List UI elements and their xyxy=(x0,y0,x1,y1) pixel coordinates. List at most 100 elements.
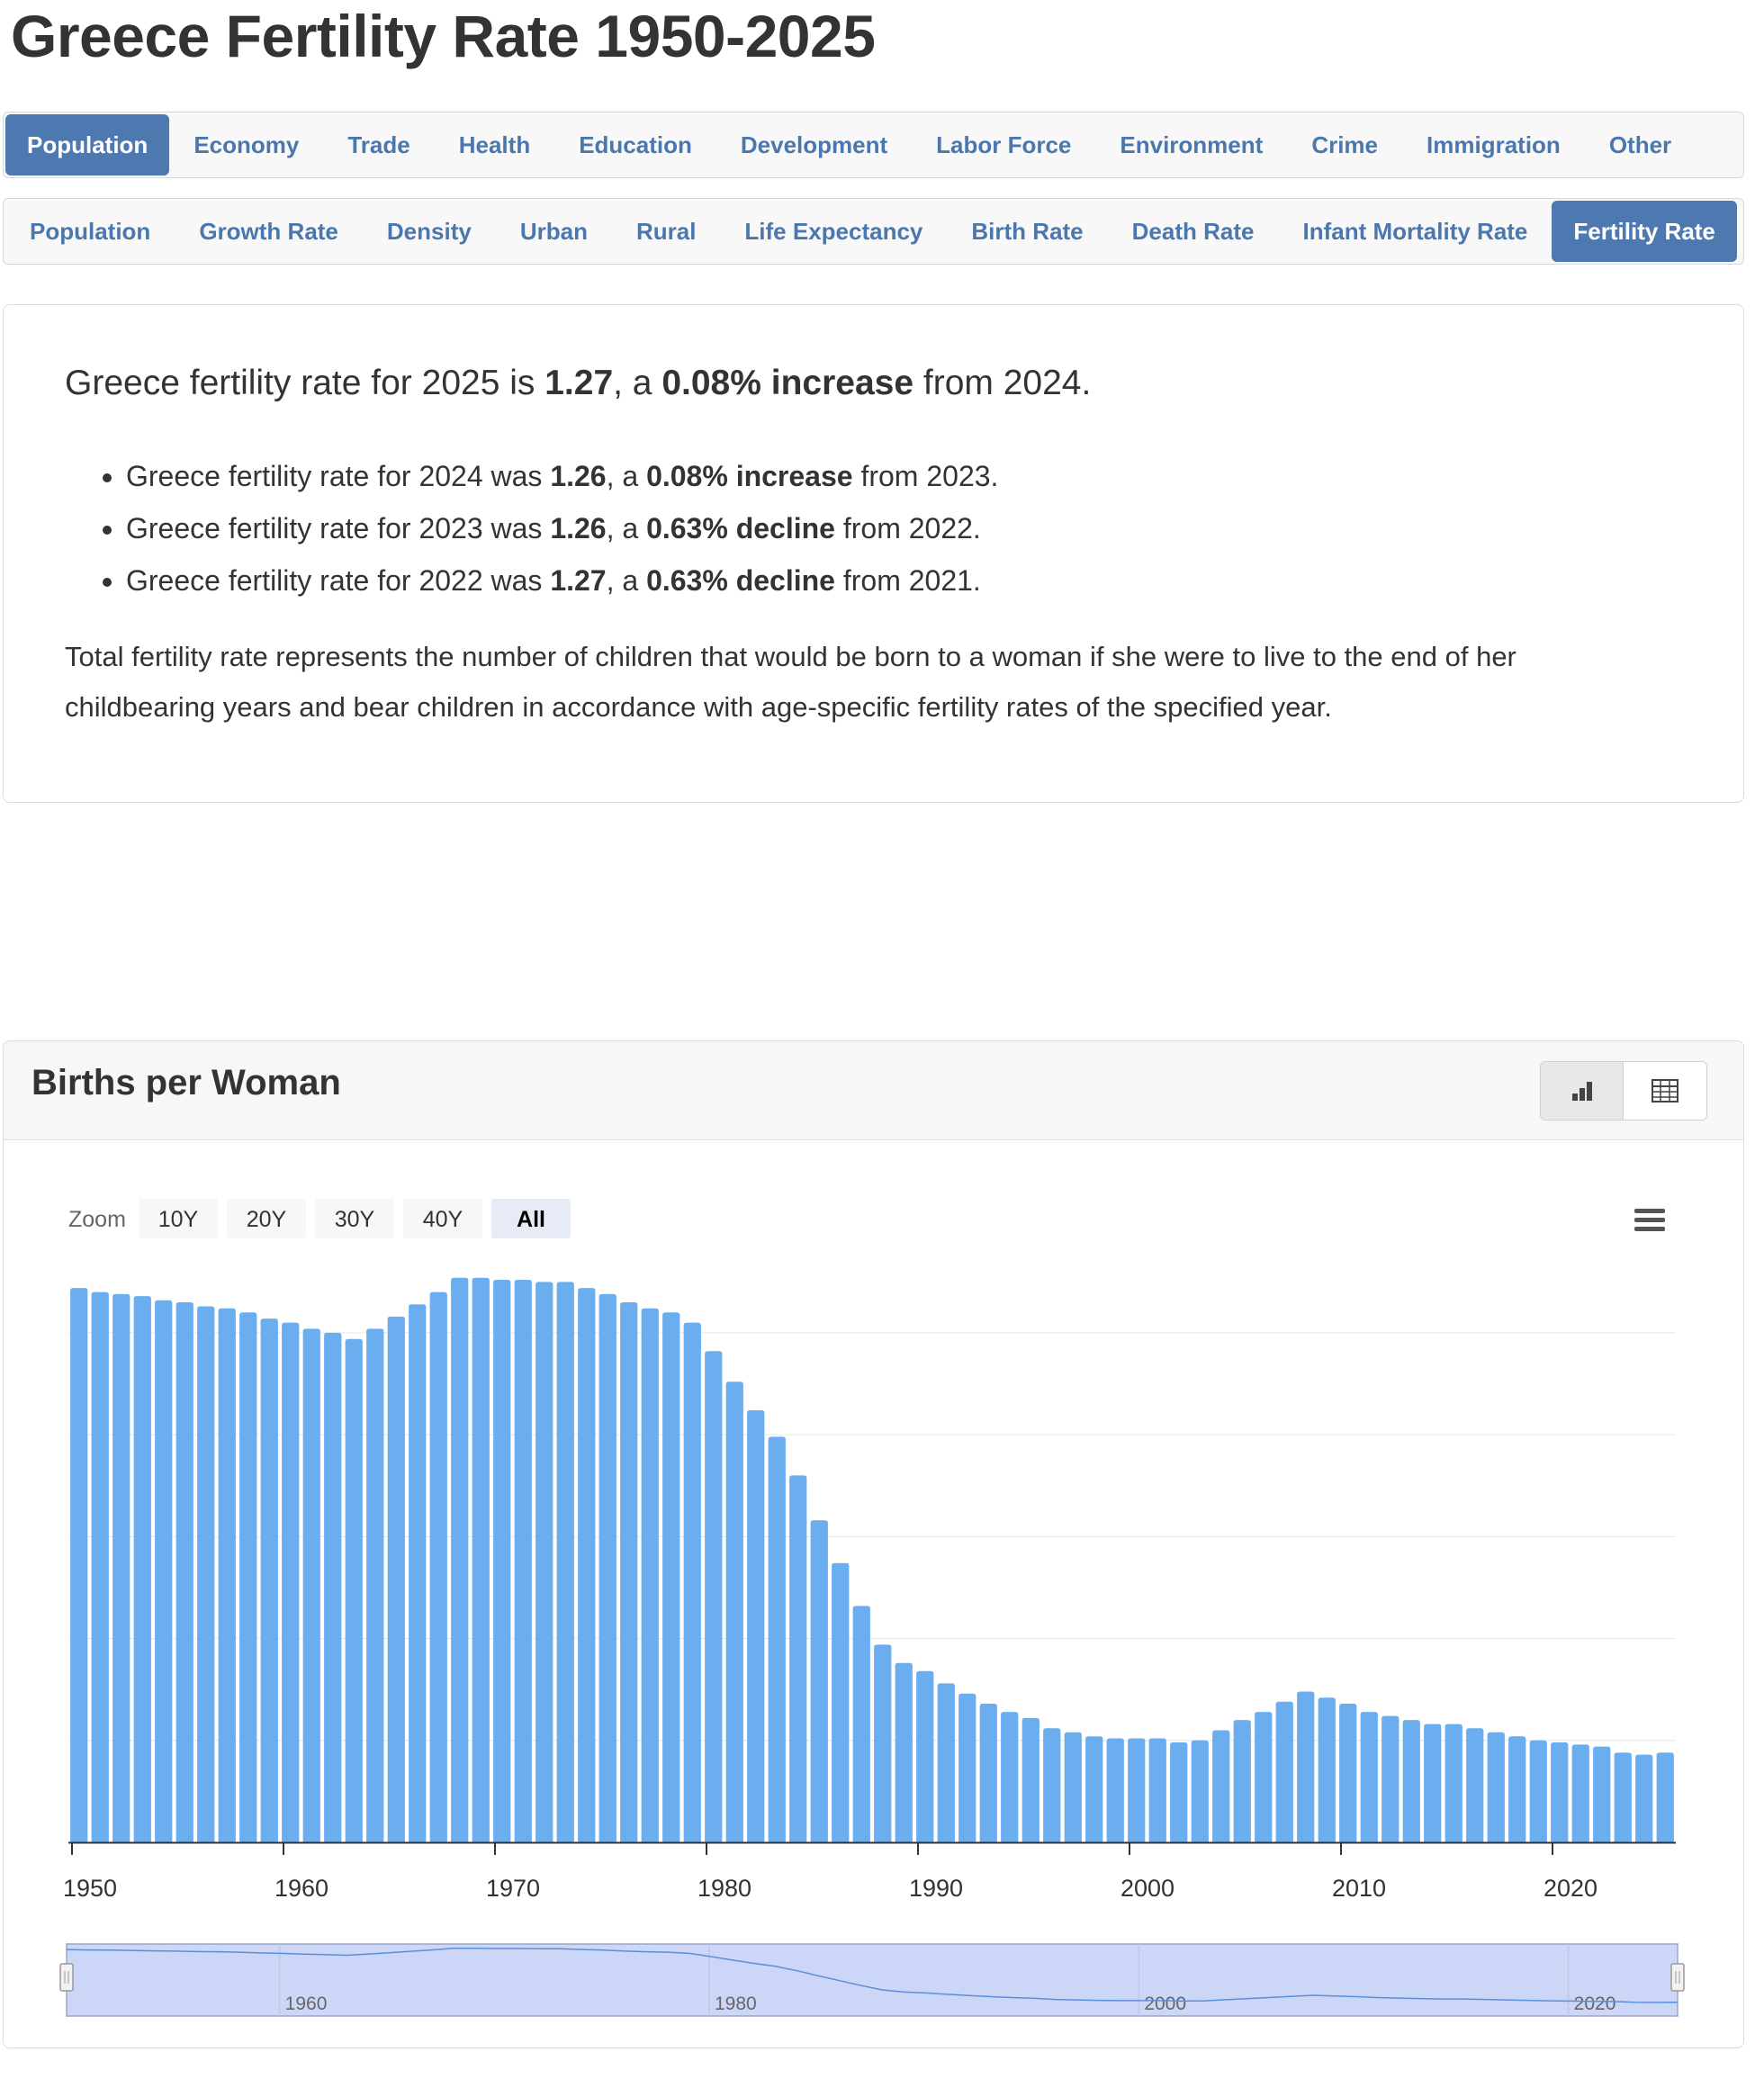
bar-2021[interactable] xyxy=(1571,1744,1589,1842)
bar-1980[interactable] xyxy=(705,1351,723,1842)
bar-1994[interactable] xyxy=(1001,1712,1019,1842)
subnav-tab-rural[interactable]: Rural xyxy=(635,217,697,245)
bar-2001[interactable] xyxy=(1148,1738,1166,1842)
navigator-range[interactable] xyxy=(66,1943,1678,2017)
chart-view-button[interactable] xyxy=(1541,1062,1624,1120)
zoom-20y-button[interactable] xyxy=(227,1199,306,1238)
bar-1979[interactable] xyxy=(683,1322,701,1842)
bar-2017[interactable] xyxy=(1487,1732,1505,1842)
subnav-tab-growth-rate[interactable]: Growth Rate xyxy=(199,217,338,245)
bar-2007[interactable] xyxy=(1275,1701,1293,1842)
bar-2002[interactable] xyxy=(1170,1742,1188,1842)
nav-tab-development[interactable]: Development xyxy=(740,130,888,158)
bar-1963[interactable] xyxy=(345,1338,363,1842)
bar-1954[interactable] xyxy=(155,1300,173,1842)
bar-1983[interactable] xyxy=(768,1436,786,1842)
zoom-10y-label[interactable]: 10Y xyxy=(158,1207,199,1232)
bar-1987[interactable] xyxy=(852,1606,870,1842)
bar-1991[interactable] xyxy=(937,1683,955,1842)
zoom-all-button[interactable] xyxy=(491,1199,571,1238)
nav-tab-population[interactable]: Population xyxy=(5,114,170,176)
nav-tab-other[interactable]: Other xyxy=(1608,130,1672,158)
bar-1984[interactable] xyxy=(789,1475,807,1842)
zoom-30y-button[interactable] xyxy=(315,1199,394,1238)
bar-1992[interactable] xyxy=(958,1693,976,1842)
nav-tab-immigration[interactable]: Immigration xyxy=(1426,130,1561,158)
bar-1960[interactable] xyxy=(282,1322,300,1842)
nav-tab-trade[interactable]: Trade xyxy=(347,130,410,158)
bar-1974[interactable] xyxy=(578,1288,596,1842)
nav-tab-health[interactable]: Health xyxy=(458,130,531,158)
navigator-left-handle[interactable] xyxy=(59,1963,74,1992)
bar-1990[interactable] xyxy=(916,1670,934,1842)
bar-1970[interactable] xyxy=(493,1280,511,1842)
table-view-button[interactable] xyxy=(1624,1062,1706,1120)
bar-2010[interactable] xyxy=(1339,1704,1357,1842)
subnav-tab-death-rate[interactable]: Death Rate xyxy=(1131,217,1255,245)
subnav-tab-infant-mortality-rate[interactable]: Infant Mortality Rate xyxy=(1302,217,1528,245)
bar-1958[interactable] xyxy=(239,1312,257,1842)
bar-1955[interactable] xyxy=(176,1301,194,1842)
nav-tab-labor-force[interactable]: Labor Force xyxy=(936,130,1072,158)
bar-2004[interactable] xyxy=(1212,1730,1230,1842)
bar-2009[interactable] xyxy=(1318,1697,1336,1842)
bar-1996[interactable] xyxy=(1043,1728,1061,1842)
bar-1956[interactable] xyxy=(197,1306,215,1842)
bar-1978[interactable] xyxy=(662,1312,680,1842)
bar-1951[interactable] xyxy=(91,1292,109,1842)
zoom-40y-label[interactable]: 40Y xyxy=(423,1207,464,1232)
bar-2014[interactable] xyxy=(1424,1724,1442,1842)
subnav-tab-life-expectancy[interactable]: Life Expectancy xyxy=(744,217,923,245)
bar-1972[interactable] xyxy=(536,1282,554,1842)
bar-1953[interactable] xyxy=(133,1296,151,1842)
bar-2005[interactable] xyxy=(1233,1720,1251,1842)
bar-1952[interactable] xyxy=(112,1293,130,1842)
bar-2013[interactable] xyxy=(1402,1720,1420,1842)
bar-1982[interactable] xyxy=(747,1409,765,1842)
subnav-tab-density[interactable]: Density xyxy=(386,217,472,245)
bar-1995[interactable] xyxy=(1022,1717,1040,1842)
bar-1966[interactable] xyxy=(409,1304,427,1842)
bar-1964[interactable] xyxy=(366,1328,384,1842)
subnav-tab-birth-rate[interactable]: Birth Rate xyxy=(971,217,1084,245)
bar-1971[interactable] xyxy=(514,1280,532,1842)
bar-1976[interactable] xyxy=(620,1301,638,1842)
nav-tab-environment[interactable]: Environment xyxy=(1120,130,1264,158)
bar-1986[interactable] xyxy=(832,1562,850,1842)
bar-2020[interactable] xyxy=(1551,1742,1569,1842)
bar-1993[interactable] xyxy=(979,1704,997,1842)
bar-2000[interactable] xyxy=(1128,1738,1146,1842)
zoom-10y-button[interactable] xyxy=(139,1199,218,1238)
navigator-right-handle[interactable] xyxy=(1670,1963,1685,1992)
subnav-tab-fertility-rate[interactable]: Fertility Rate xyxy=(1552,201,1737,262)
bar-1968[interactable] xyxy=(451,1277,469,1842)
bar-1985[interactable] xyxy=(810,1520,828,1842)
nav-tab-education[interactable]: Education xyxy=(579,130,692,158)
nav-tab-crime[interactable]: Crime xyxy=(1311,130,1379,158)
bar-2016[interactable] xyxy=(1466,1728,1484,1842)
hamburger-menu-icon[interactable] xyxy=(1634,1218,1665,1222)
bar-1965[interactable] xyxy=(387,1316,405,1842)
bar-1967[interactable] xyxy=(429,1292,447,1842)
bar-2022[interactable] xyxy=(1593,1746,1611,1842)
bar-1988[interactable] xyxy=(874,1644,892,1842)
nav-tab-economy[interactable]: Economy xyxy=(194,130,300,158)
zoom-40y-button[interactable] xyxy=(403,1199,482,1238)
bar-1973[interactable] xyxy=(556,1282,574,1842)
bar-1975[interactable] xyxy=(598,1293,616,1842)
hamburger-menu-icon[interactable] xyxy=(1634,1209,1665,1213)
zoom-20y-label[interactable]: 20Y xyxy=(247,1207,287,1232)
bar-2008[interactable] xyxy=(1297,1691,1315,1842)
bar-2012[interactable] xyxy=(1382,1715,1400,1842)
bar-2011[interactable] xyxy=(1360,1712,1378,1842)
bar-1959[interactable] xyxy=(260,1318,278,1842)
bar-1998[interactable] xyxy=(1085,1736,1103,1842)
bar-1962[interactable] xyxy=(324,1332,342,1842)
bar-1999[interactable] xyxy=(1106,1738,1124,1842)
bar-1969[interactable] xyxy=(472,1277,490,1842)
zoom-all-label[interactable]: All xyxy=(517,1207,545,1232)
subnav-tab-urban[interactable]: Urban xyxy=(519,217,588,245)
bar-1989[interactable] xyxy=(895,1662,913,1842)
bar-1997[interactable] xyxy=(1064,1732,1082,1842)
bar-1950[interactable] xyxy=(70,1288,88,1842)
